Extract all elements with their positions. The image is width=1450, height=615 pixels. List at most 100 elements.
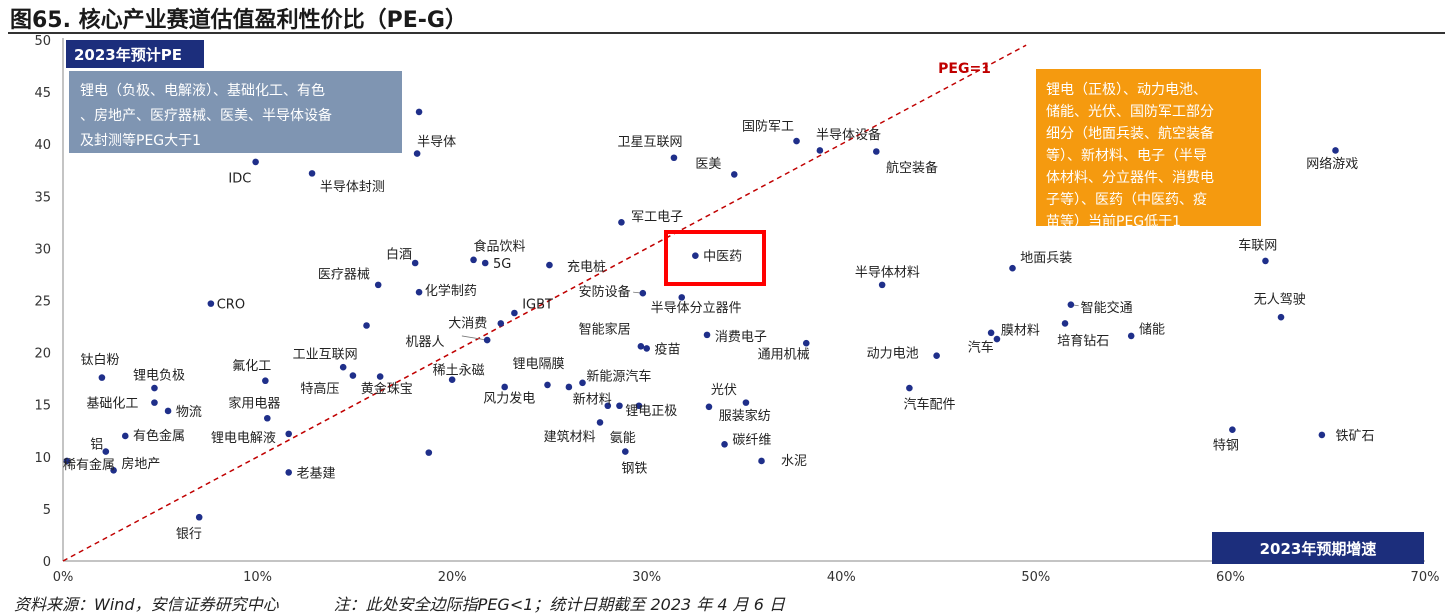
data-point <box>678 294 686 301</box>
point-label: 中医药 <box>703 250 742 265</box>
y-tick-label: 30 <box>34 242 51 257</box>
point-label: 房地产 <box>121 456 160 472</box>
point-label: 银行 <box>176 527 202 542</box>
point-label: 钛白粉 <box>81 352 120 368</box>
data-point <box>565 383 573 391</box>
data-point <box>110 467 117 474</box>
point-label: 军工电子 <box>631 210 683 225</box>
data-point <box>121 432 129 440</box>
point-label: 智能家居 <box>579 322 631 338</box>
point-label: 新材料 <box>573 391 612 407</box>
annotation-right-line: 苗等）当前PEG低于1 <box>1046 213 1181 230</box>
figure-title: 图65. 核心产业赛道估值盈利性价比（PE-G） <box>10 8 467 33</box>
source-text: 资料来源：Wind，安信证券研究中心 <box>14 595 279 614</box>
data-point <box>511 309 518 317</box>
x-tick-label: 60% <box>1216 570 1245 585</box>
y-tick-label: 40 <box>34 138 51 153</box>
leader-line <box>461 335 488 341</box>
data-point <box>721 440 728 448</box>
data-point <box>98 374 106 381</box>
xlabel-box-text: 2023年预期增速 <box>1260 540 1377 558</box>
point-label: 锂电电解液 <box>211 431 276 446</box>
point-label: 食品饮料 <box>474 238 526 254</box>
data-point <box>470 256 477 264</box>
point-label: 家用电器 <box>228 396 280 412</box>
data-point <box>1277 313 1285 321</box>
point-label: 地面兵装 <box>1020 251 1072 266</box>
point-label: 新能源汽车 <box>586 369 651 385</box>
point-label: 化学制药 <box>425 283 477 299</box>
data-point <box>622 448 629 455</box>
data-point <box>906 384 913 392</box>
y-tick-label: 35 <box>34 190 51 205</box>
point-label: 有色金属 <box>133 428 185 444</box>
data-point <box>1229 426 1236 434</box>
data-point <box>1262 257 1269 265</box>
data-point <box>544 381 551 389</box>
x-tick-label: 0% <box>53 570 74 585</box>
data-point <box>616 402 623 410</box>
x-tick-label: 20% <box>438 570 467 585</box>
annotation-left-line: 、房地产、医疗器械、医美、半导体设备 <box>80 107 332 124</box>
annotation-right-line: 细分（地面兵装、航空装备 <box>1046 125 1214 142</box>
data-point <box>705 403 713 411</box>
data-point <box>252 158 259 166</box>
data-point <box>635 402 643 410</box>
data-point <box>878 281 886 289</box>
annotation-right-line: 体材料、分立器件、消费电 <box>1046 170 1214 186</box>
data-point <box>933 352 940 360</box>
point-label: 汽车 <box>968 339 994 355</box>
annotation-left-line: 锂电（负极、电解液）、基础化工、有色 <box>80 82 325 99</box>
data-point <box>703 331 711 339</box>
point-label: 老基建 <box>296 466 335 481</box>
data-point <box>483 336 491 344</box>
data-point <box>415 108 423 116</box>
point-label: 半导体封测 <box>320 180 385 195</box>
point-label: 动力电池 <box>867 347 919 362</box>
data-point <box>285 430 293 438</box>
data-point <box>308 170 316 177</box>
point-label: 风力发电 <box>483 390 535 406</box>
point-label: 白酒 <box>386 247 412 263</box>
data-point <box>618 219 625 226</box>
y-tick-label: 45 <box>34 86 51 101</box>
x-tick-label: 50% <box>1021 570 1050 585</box>
data-point <box>151 399 158 406</box>
ylabel-box-text: 2023年预计PE <box>74 46 182 64</box>
point-label: 汽车配件 <box>904 397 956 413</box>
title-divider <box>8 32 1445 34</box>
data-point <box>730 171 738 178</box>
point-label: 锂电隔膜 <box>512 357 564 372</box>
data-point <box>448 376 456 383</box>
data-point <box>481 259 489 267</box>
data-point <box>670 154 678 162</box>
point-label: 培育钻石 <box>1057 333 1109 349</box>
point-label: 基础化工 <box>86 397 138 412</box>
data-point <box>742 399 750 406</box>
y-tick-label: 5 <box>43 503 51 518</box>
data-point <box>1061 320 1069 327</box>
point-label: 航空装备 <box>886 160 938 176</box>
data-point <box>207 300 215 307</box>
point-label: 智能交通 <box>1081 300 1133 316</box>
data-point <box>873 148 880 155</box>
data-point <box>285 469 293 476</box>
data-point <box>63 457 71 465</box>
peg-line-label: PEG=1 <box>938 61 991 77</box>
x-tick-label: 30% <box>632 570 661 585</box>
point-label: 5G <box>493 257 511 272</box>
point-label: CRO <box>217 298 245 313</box>
data-point <box>413 150 421 157</box>
point-label: 氨能 <box>610 431 636 446</box>
point-label: 氟化工 <box>232 359 271 374</box>
data-point <box>793 137 800 145</box>
data-point <box>987 329 995 337</box>
point-label: 铝 <box>90 437 103 452</box>
point-label: 医美 <box>695 157 721 172</box>
point-label: 大消费 <box>448 316 487 331</box>
point-label: 半导体分立器件 <box>651 301 742 316</box>
data-point <box>363 322 370 329</box>
point-label: 半导体设备 <box>816 127 881 143</box>
point-label: 消费电子 <box>715 330 767 345</box>
data-point <box>802 339 810 347</box>
